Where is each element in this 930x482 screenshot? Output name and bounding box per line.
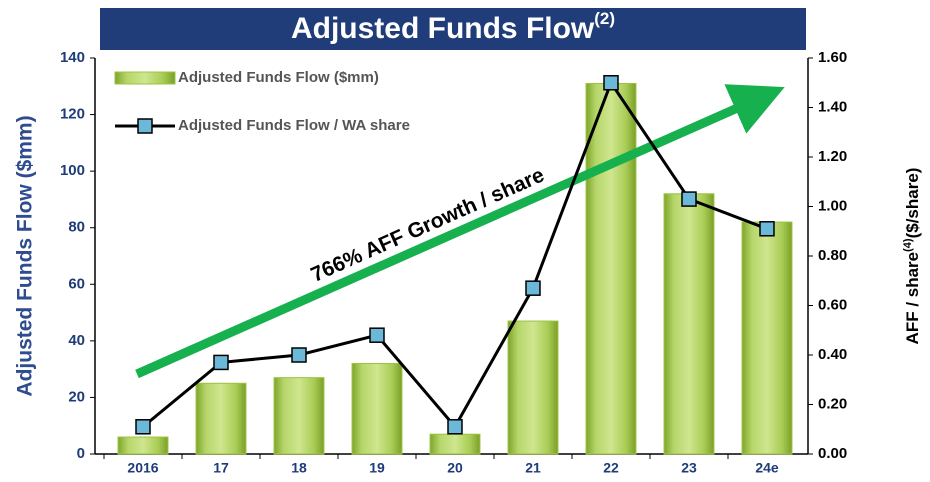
y-axis-label: Adjusted Funds Flow ($mm) [14, 115, 37, 396]
y2-axis-label: AFF / share(4)($/share) [902, 168, 923, 345]
x-tick-label: 22 [603, 460, 619, 476]
legend-marker [137, 118, 153, 134]
legend-label: Adjusted Funds Flow ($mm) [178, 69, 379, 86]
bar [351, 362, 403, 455]
y2-label-units: ($/share) [903, 168, 922, 239]
x-tick-label: 23 [681, 460, 697, 476]
legend-swatch [114, 71, 176, 85]
y2-tick-label: 0.00 [818, 445, 847, 462]
y-tick-label: 0 [77, 445, 85, 462]
y-tick-label: 20 [68, 388, 85, 405]
bar [507, 320, 559, 455]
bar [663, 193, 715, 455]
y2-label-superscript: (4) [902, 238, 914, 252]
bar [195, 382, 247, 455]
x-tick-label: 2016 [127, 460, 158, 476]
growth-arrow [135, 84, 785, 379]
annotation: 766% AFF Growth / share [308, 163, 548, 286]
y2-tick-label: 1.40 [818, 98, 847, 115]
y-tick-label: 80 [68, 219, 85, 236]
line-marker [603, 75, 619, 91]
chart-title: Adjusted Funds Flow(2) [291, 9, 615, 44]
legend-label: Adjusted Funds Flow / WA share [178, 117, 410, 134]
y-tick-label: 120 [60, 106, 85, 123]
line-marker [447, 419, 463, 435]
x-tick-label: 17 [213, 460, 229, 476]
y-tick-label: 60 [68, 275, 85, 292]
title-superscript: (2) [594, 9, 615, 28]
line-marker [291, 347, 307, 363]
bar [741, 221, 793, 455]
x-tick-label: 19 [369, 460, 385, 476]
y2-tick-label: 1.00 [818, 197, 847, 214]
line-marker [681, 191, 697, 207]
y-tick-label: 40 [68, 332, 85, 349]
y2-label-text: AFF / share [903, 252, 922, 345]
title-banner [100, 8, 806, 50]
y-tick-label: 140 [60, 49, 85, 66]
y-tick-label: 100 [60, 162, 85, 179]
y2-tick-label: 1.20 [818, 148, 847, 165]
bar [273, 377, 325, 455]
y2-tick-label: 1.60 [818, 49, 847, 66]
y2-tick-label: 0.20 [818, 395, 847, 412]
bar [117, 436, 169, 455]
line-marker [759, 221, 775, 237]
line-marker [369, 327, 385, 343]
x-tick-label: 20 [447, 460, 463, 476]
x-tick-label: 21 [525, 460, 541, 476]
line-marker [525, 280, 541, 296]
title-text: Adjusted Funds Flow [291, 12, 595, 45]
y2-tick-label: 0.80 [818, 247, 847, 264]
line-marker [135, 419, 151, 435]
bar [429, 433, 481, 455]
bar [585, 82, 637, 455]
line-marker [213, 354, 229, 371]
x-tick-label: 24e [755, 460, 779, 476]
x-tick-label: 18 [291, 460, 307, 476]
y2-tick-label: 0.60 [818, 296, 847, 313]
plot-area: 0 20 40 60 80 100 120 140 0.00 0.20 0.40 0.60 0.80 1.… [60, 49, 847, 476]
y2-tick-label: 0.40 [818, 346, 847, 363]
